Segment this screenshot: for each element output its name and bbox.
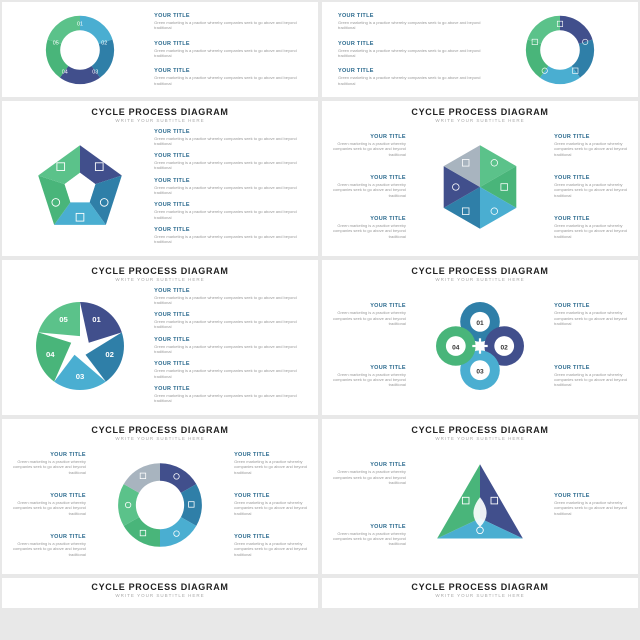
text-panel: YOUR TITLEGreen marketing is a practice …: [148, 8, 308, 91]
svg-text:02: 02: [101, 40, 107, 46]
text-right: YOUR TITLEGreen marketing is a practice …: [548, 125, 628, 248]
ring-icons-diagram: [492, 5, 628, 95]
slide-5: CYCLE PROCESS DIAGRAMWRITE YOUR SUBTITLE…: [2, 260, 318, 415]
svg-text:03: 03: [476, 368, 484, 375]
svg-text:01: 01: [92, 314, 101, 323]
slide-10: CYCLE PROCESS DIAGRAMWRITE YOUR SUBTITLE…: [322, 578, 638, 608]
text-panel: YOUR TITLEGreen marketing is a practice …: [332, 8, 492, 91]
ring-numbered-diagram: 01 02 03 04 05: [12, 5, 148, 95]
svg-text:04: 04: [62, 69, 68, 75]
text-right: YOUR TITLEGreen marketing is a practice …: [228, 443, 308, 566]
slide-7: CYCLE PROCESS DIAGRAMWRITE YOUR SUBTITLE…: [2, 419, 318, 574]
svg-text:04: 04: [46, 350, 55, 359]
svg-text:05: 05: [53, 40, 59, 46]
svg-text:03: 03: [92, 69, 98, 75]
text-right: YOUR TITLEGreen marketing is a practice …: [548, 284, 628, 407]
hexagon-diagram: [412, 132, 548, 242]
svg-text:03: 03: [76, 372, 85, 381]
slide-1: 01 02 03 04 05 YOUR TITLEGreen marketing…: [2, 2, 318, 97]
svg-text:04: 04: [452, 344, 460, 351]
text-panel: YOUR TITLEGreen marketing is a practice …: [148, 125, 308, 248]
text-panel: YOUR TITLEGreen marketing is a practice …: [148, 284, 308, 407]
text-left: YOUR TITLEGreen marketing is a practice …: [12, 443, 92, 566]
slide-4: CYCLE PROCESS DIAGRAMWRITE YOUR SUBTITLE…: [322, 101, 638, 256]
quad-circles-diagram: 01 02 03 04: [412, 291, 548, 401]
svg-text:02: 02: [105, 350, 114, 359]
text-left: YOUR TITLEGreen marketing is a practice …: [332, 284, 412, 407]
pentagon-diagram: [12, 132, 148, 242]
slide-grid: 01 02 03 04 05 YOUR TITLEGreen marketing…: [0, 0, 640, 610]
aperture-diagram: 01 02 03 04 05: [12, 291, 148, 401]
triangle-diagram: [412, 450, 548, 560]
slide-9: CYCLE PROCESS DIAGRAMWRITE YOUR SUBTITLE…: [2, 578, 318, 608]
text-left: YOUR TITLEGreen marketing is a practice …: [332, 443, 412, 566]
svg-text:05: 05: [59, 314, 68, 323]
slide-6: CYCLE PROCESS DIAGRAMWRITE YOUR SUBTITLE…: [322, 260, 638, 415]
svg-text:01: 01: [77, 21, 83, 27]
svg-text:01: 01: [476, 320, 484, 327]
text-right: YOUR TITLEGreen marketing is a practice …: [548, 443, 628, 566]
slide-2: YOUR TITLEGreen marketing is a practice …: [322, 2, 638, 97]
slide-3: CYCLE PROCESS DIAGRAMWRITE YOUR SUBTITLE…: [2, 101, 318, 256]
arrow-ring-diagram: [92, 450, 228, 560]
text-left: YOUR TITLEGreen marketing is a practice …: [332, 125, 412, 248]
svg-text:02: 02: [501, 344, 509, 351]
slide-8: CYCLE PROCESS DIAGRAMWRITE YOUR SUBTITLE…: [322, 419, 638, 574]
